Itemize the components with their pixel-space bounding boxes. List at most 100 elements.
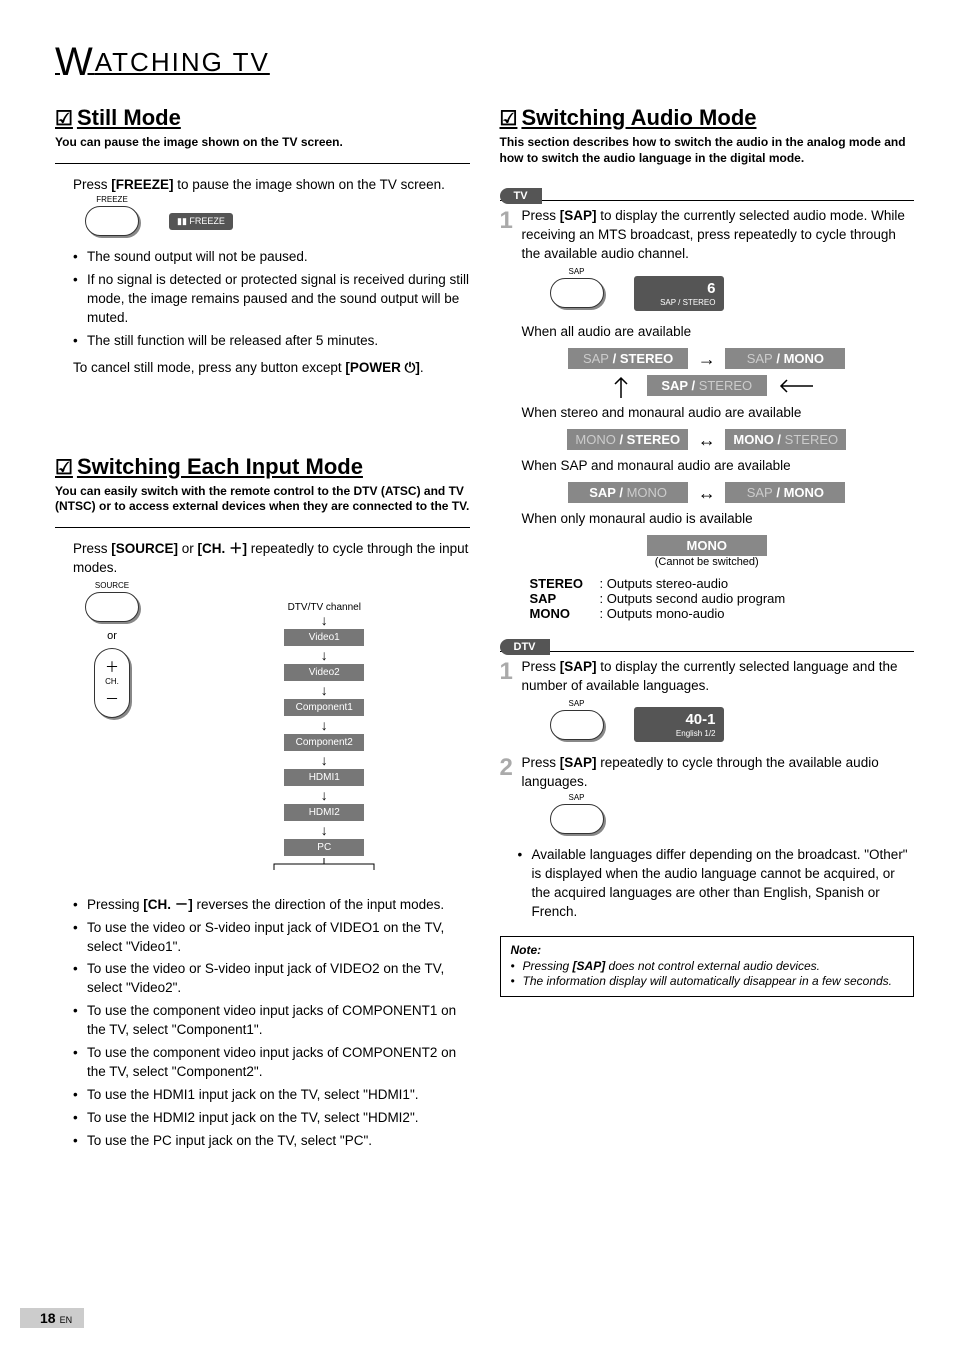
loop-arrow-icon xyxy=(269,858,379,872)
dtv-bullet: Available languages differ depending on … xyxy=(518,846,915,922)
still-bullet: The sound output will not be paused. xyxy=(73,248,470,267)
tv-tag: TV xyxy=(500,188,542,204)
input-bullet: Pressing [CH. －] reverses the direction … xyxy=(73,896,470,915)
page-header: WATCHING TV xyxy=(55,40,914,85)
sap-button-row: SAP 6 SAP / STEREO xyxy=(550,276,915,311)
dtv-step-2: 2 Press [SAP] repeatedly to cycle throug… xyxy=(500,754,915,792)
arrow-down-icon: ↓ xyxy=(269,823,379,837)
arrow-right-icon: → xyxy=(698,349,716,369)
check-icon: ☑ xyxy=(55,457,73,479)
still-bullet: The still function will be released afte… xyxy=(73,332,470,351)
still-mode-subtitle: You can pause the image shown on the TV … xyxy=(55,135,470,151)
audio-definitions: STEREO: Outputs stereo-audio SAP: Output… xyxy=(530,576,915,621)
dtv-step-1: 1 Press [SAP] to display the currently s… xyxy=(500,658,915,696)
header-rest: ATCHING TV xyxy=(95,47,270,77)
remote-buttons: SOURCE or ＋ CH. － xyxy=(85,592,139,721)
audio-cycle-stereo: MONO / STEREO ↔ MONO / STEREO xyxy=(500,429,915,451)
arrow-down-icon: ↓ xyxy=(269,753,379,767)
audio-pill: SAP / MONO xyxy=(725,482,845,503)
sap-button-icon: SAP xyxy=(550,278,604,308)
audio-pill: MONO / STEREO xyxy=(725,429,846,450)
dtv-tag: DTV xyxy=(500,639,550,655)
still-bullet: If no signal is detected or protected si… xyxy=(73,271,470,328)
input-bullet: To use the component video input jacks o… xyxy=(73,1002,470,1040)
mode-chain: DTV/TV channel ↓ Video1 ↓ Video2 ↓ Compo… xyxy=(269,602,379,872)
mode-item: PC xyxy=(284,839,364,856)
audio-pill: SAP / STEREO xyxy=(568,348,688,369)
cannot-switch: (Cannot be switched) xyxy=(500,556,915,568)
input-bullet: To use the component video input jacks o… xyxy=(73,1044,470,1082)
freeze-osd: ▮▮ FREEZE xyxy=(169,213,233,230)
audio-pill: SAP / MONO xyxy=(568,482,688,503)
note-item: The information display will automatical… xyxy=(511,974,904,990)
sap-button-icon: SAP xyxy=(550,804,604,834)
input-bullet: To use the video or S-video input jack o… xyxy=(73,960,470,998)
input-bullets: Pressing [CH. －] reverses the direction … xyxy=(73,896,470,1151)
mode-item: Video2 xyxy=(284,664,364,681)
divider xyxy=(55,163,470,164)
arrow-up-icon xyxy=(601,374,641,398)
arrow-bidir-icon: ↔ xyxy=(698,430,716,450)
audio-mode-subtitle: This section describes how to switch the… xyxy=(500,135,915,166)
arrow-bidir-icon: ↔ xyxy=(698,483,716,503)
mode-item: HDMI2 xyxy=(284,804,364,821)
sap-button-icon: SAP xyxy=(550,710,604,740)
mode-item: Video1 xyxy=(284,629,364,646)
arrow-down-icon: ↓ xyxy=(269,683,379,697)
divider xyxy=(500,200,915,201)
sap-osd: 6 SAP / STEREO xyxy=(634,276,724,311)
audio-cycle-all: SAP / STEREO → SAP / MONO xyxy=(500,348,915,370)
still-cancel: To cancel still mode, press any button e… xyxy=(73,359,470,378)
arrow-down-icon: ↓ xyxy=(269,613,379,627)
freeze-button-row: FREEZE ▮▮ FREEZE xyxy=(85,206,470,236)
page-number: 18EN xyxy=(20,1308,84,1328)
arrow-down-icon: ↓ xyxy=(269,718,379,732)
input-instruction: Press [SOURCE] or [CH. ＋] repeatedly to … xyxy=(73,540,470,578)
input-bullet: To use the HDMI2 input jack on the TV, s… xyxy=(73,1109,470,1128)
when-stereo-mono: When stereo and monaural audio are avail… xyxy=(522,404,915,423)
input-mode-title: ☑Switching Each Input Mode xyxy=(55,454,470,480)
tv-step-1: 1 Press [SAP] to display the currently s… xyxy=(500,207,915,264)
audio-mode-title: ☑Switching Audio Mode xyxy=(500,105,915,131)
input-bullet: To use the video or S-video input jack o… xyxy=(73,919,470,957)
step-number: 2 xyxy=(500,754,522,782)
audio-cycle-sap: SAP / MONO ↔ SAP / MONO xyxy=(500,482,915,504)
mode-item: Component2 xyxy=(284,734,364,751)
ch-button-icon: ＋ CH. － xyxy=(94,648,130,718)
when-all: When all audio are available xyxy=(522,323,915,342)
mode-item: HDMI1 xyxy=(284,769,364,786)
arrow-left-icon xyxy=(773,374,813,398)
check-icon: ☑ xyxy=(500,108,518,130)
divider xyxy=(500,651,915,652)
check-icon: ☑ xyxy=(55,108,73,130)
step-number: 1 xyxy=(500,658,522,686)
input-mode-subtitle: You can easily switch with the remote co… xyxy=(55,484,470,515)
still-instruction: Press [FREEZE] to pause the image shown … xyxy=(73,176,470,195)
step-number: 1 xyxy=(500,207,522,235)
audio-pill: MONO xyxy=(647,535,767,556)
freeze-button-icon: FREEZE xyxy=(85,206,139,236)
still-bullets: The sound output will not be paused. If … xyxy=(73,248,470,350)
audio-pill: MONO / STEREO xyxy=(567,429,688,450)
dtv-sap-row-2: SAP xyxy=(550,804,915,834)
arrow-down-icon: ↓ xyxy=(269,648,379,662)
mode-item: Component1 xyxy=(284,699,364,716)
when-sap-mono: When SAP and monaural audio are availabl… xyxy=(522,457,915,476)
audio-pill: SAP / MONO xyxy=(725,348,845,369)
audio-pill: SAP / STEREO xyxy=(647,375,767,396)
audio-mono-only: MONO (Cannot be switched) xyxy=(500,535,915,568)
still-mode-title: ☑Still Mode xyxy=(55,105,470,131)
divider xyxy=(55,527,470,528)
dtv-osd: 40-1 English 1/2 xyxy=(634,707,724,742)
note-item: Pressing [SAP] does not control external… xyxy=(511,959,904,975)
note-box: Note: Pressing [SAP] does not control ex… xyxy=(500,936,915,997)
dtv-sap-row: SAP 40-1 English 1/2 xyxy=(550,707,915,742)
source-button-icon: SOURCE xyxy=(85,592,139,622)
right-column: ☑Switching Audio Mode This section descr… xyxy=(500,95,915,1158)
note-title: Note: xyxy=(511,943,904,957)
input-bullet: To use the PC input jack on the TV, sele… xyxy=(73,1132,470,1151)
when-mono-only: When only monaural audio is available xyxy=(522,510,915,529)
loop-arrows: SAP / STEREO xyxy=(500,374,915,398)
left-column: ☑Still Mode You can pause the image show… xyxy=(55,95,470,1158)
input-bullet: To use the HDMI1 input jack on the TV, s… xyxy=(73,1086,470,1105)
